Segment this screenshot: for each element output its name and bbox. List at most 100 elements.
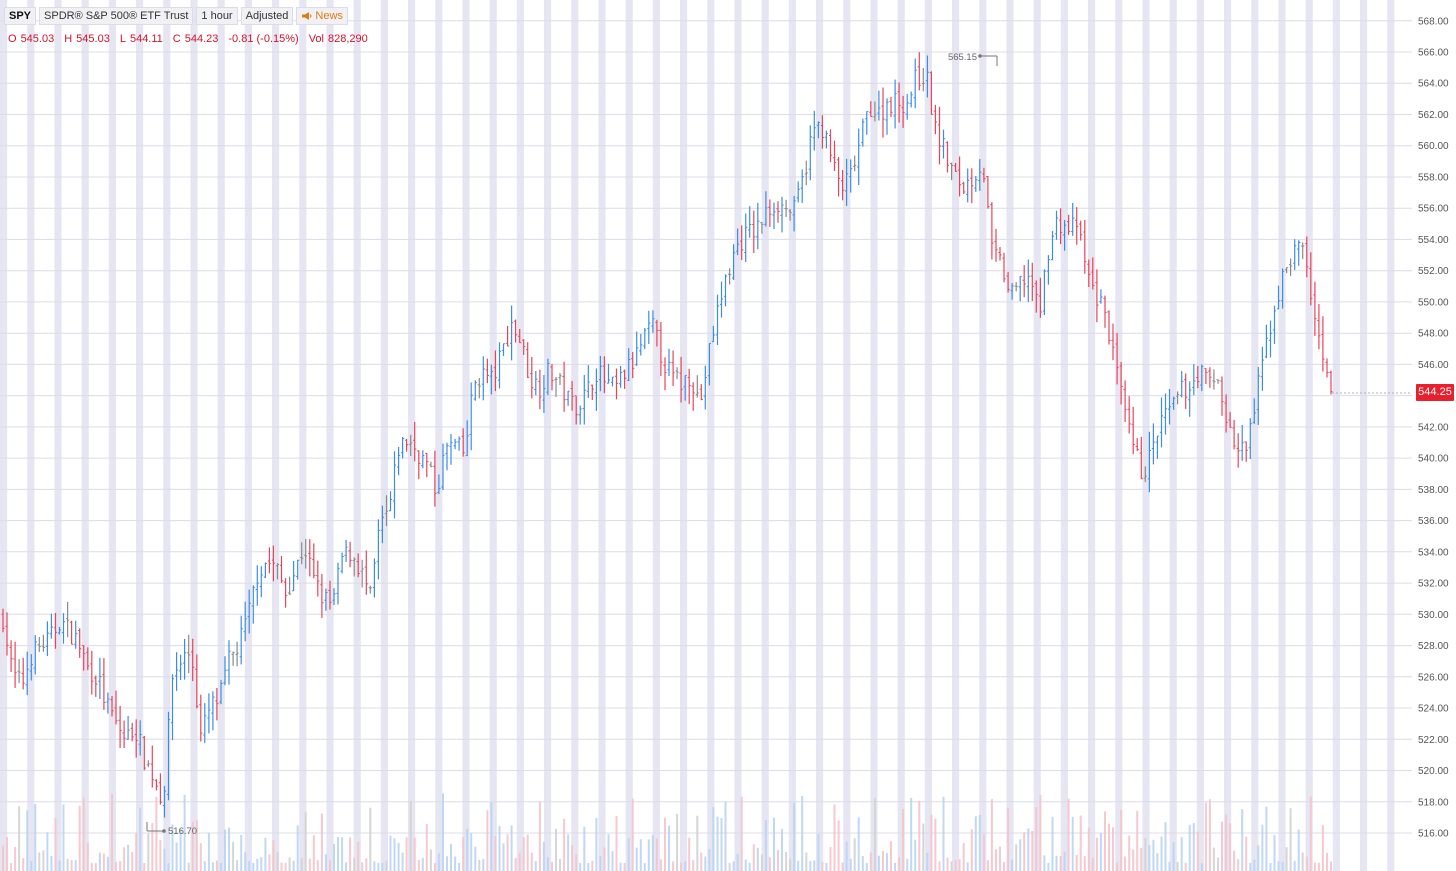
volume-bar <box>70 860 73 871</box>
session-band <box>1142 0 1150 871</box>
volume-bar <box>361 862 364 871</box>
volume-bar <box>502 843 505 871</box>
ohlc-bar <box>1220 376 1224 416</box>
volume-bar <box>768 857 771 871</box>
volume-bar <box>865 862 868 871</box>
volume-bars <box>2 793 1332 871</box>
session-band <box>843 0 851 871</box>
ohlc-bar <box>138 720 142 756</box>
ohlc-bar <box>1131 406 1135 455</box>
ohlc-bar <box>25 651 29 696</box>
ohlc-bar <box>45 621 49 657</box>
volume-bar <box>252 862 255 871</box>
volume-bar <box>1087 827 1090 871</box>
ohlc-bar <box>873 101 877 122</box>
ohlc-bar <box>832 140 837 171</box>
volume-bar <box>34 804 37 871</box>
ohlc-bar <box>715 294 720 345</box>
volume-bar <box>886 853 888 871</box>
session-bands <box>0 0 1395 871</box>
volume-bar <box>236 860 239 871</box>
volume-bar <box>538 801 541 871</box>
volume-bar <box>203 861 206 871</box>
ohlc-bar <box>247 589 251 634</box>
session-band <box>217 0 225 871</box>
volume-bar <box>369 807 372 871</box>
volume-bar <box>50 856 53 871</box>
session-band <box>788 0 796 871</box>
volume-bar <box>308 858 311 871</box>
volume-bar <box>329 859 331 871</box>
ohlc-bar <box>1228 411 1232 428</box>
price-grid <box>0 20 1412 834</box>
session-band <box>1387 0 1395 871</box>
volume-bar <box>494 836 497 871</box>
volume-bar <box>1269 863 1272 871</box>
volume-bar <box>421 857 424 871</box>
volume-bar <box>692 860 695 871</box>
session-band <box>1115 0 1123 871</box>
volume-bar <box>877 855 880 871</box>
ohlc-bar <box>1232 419 1236 450</box>
ohlc-bar <box>913 58 917 109</box>
volume-bar <box>268 854 271 871</box>
ohlc-bar <box>292 560 296 592</box>
ohlc-bar <box>1167 389 1172 425</box>
volume-bar <box>631 798 634 871</box>
volume-bar <box>437 853 440 871</box>
volume-bar <box>918 800 921 871</box>
volume-bar <box>781 828 783 871</box>
ohlc-bar <box>506 325 510 347</box>
volume-bar <box>62 804 65 871</box>
y-tick-label: 528.00 <box>1418 641 1449 652</box>
volume-bar <box>813 860 816 871</box>
interval-selector[interactable]: 1 hour <box>196 7 238 25</box>
volume-bar <box>220 863 222 871</box>
symbol-chip[interactable]: SPY <box>4 7 37 25</box>
volume-bar <box>712 807 715 871</box>
volume-bar <box>659 859 662 871</box>
ohlc-bar <box>1208 367 1212 388</box>
ohlc-bar <box>546 358 550 396</box>
ohlc-bar <box>166 711 171 801</box>
ohlc-bar <box>929 71 933 115</box>
open-label: O <box>8 33 17 45</box>
ohlc-bar <box>647 310 651 344</box>
volume-bar <box>155 796 158 871</box>
volume-bar <box>591 860 594 871</box>
news-button[interactable]: News <box>296 7 348 25</box>
ohlc-bar <box>841 170 845 201</box>
ohlc-bar <box>469 382 473 451</box>
volume-bar <box>575 854 578 871</box>
ohlc-bar <box>1180 371 1184 398</box>
ohlc-bar <box>86 647 90 671</box>
volume-bar <box>454 856 457 871</box>
volume-bar <box>728 863 731 871</box>
ohlc-bar <box>950 162 954 181</box>
ohlc-bar <box>457 436 461 451</box>
volume-bar <box>470 833 473 871</box>
ohlc-bar <box>744 213 748 262</box>
volume-bar <box>131 852 134 871</box>
session-band <box>1196 0 1204 871</box>
volume-bar <box>179 828 182 871</box>
volume-bar <box>635 847 638 871</box>
ohlc-bar <box>857 128 861 185</box>
volume-bar <box>284 862 287 871</box>
ohlc-bar <box>1111 323 1115 361</box>
ohlc-bar <box>1240 425 1244 461</box>
ohlc-bar <box>1264 324 1268 359</box>
ohlc-bar <box>602 356 606 394</box>
ohlc-bar <box>1216 379 1220 384</box>
adjustment-toggle[interactable]: Adjusted <box>240 7 294 25</box>
volume-bar <box>724 801 727 871</box>
y-tick-label: 540.00 <box>1418 454 1449 465</box>
ohlc-bar <box>397 447 401 476</box>
y-tick-label: 536.00 <box>1418 516 1449 527</box>
session-band <box>272 0 280 871</box>
volume-bar <box>615 815 618 871</box>
ohlc-bar <box>296 559 300 580</box>
ohlc-bar <box>639 333 643 356</box>
ohlc-bar <box>586 365 590 399</box>
